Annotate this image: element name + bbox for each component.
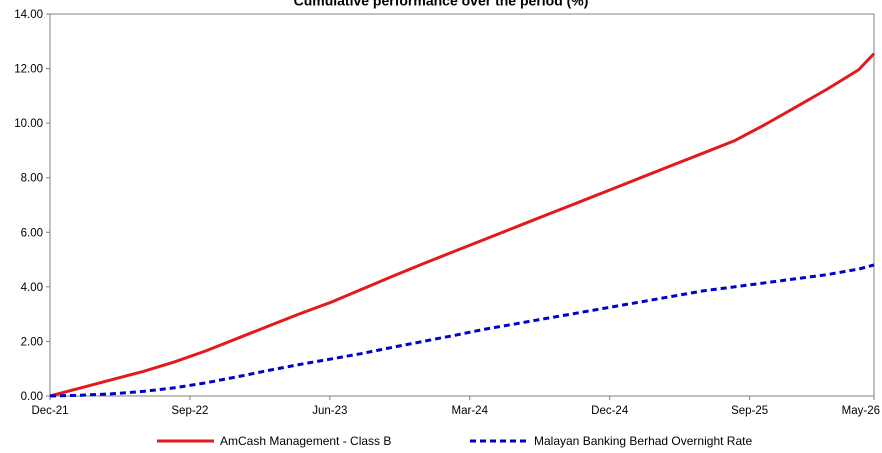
- y-tick-label: 2.00: [21, 336, 43, 348]
- plot-area-frame: [49, 13, 875, 397]
- y-tick-label: 12.00: [14, 64, 43, 76]
- series-line-1: [49, 263, 875, 398]
- y-tick-label: 4.00: [21, 282, 43, 294]
- y-tick-label: 10.00: [14, 118, 43, 130]
- x-axis: Dec-21 Sep-22 Jun-23 Mar-24 Dec-24 Sep-25 May-…: [31, 396, 880, 417]
- series-line-0: [49, 52, 876, 398]
- legend: AmCash Management - Class B Malayan Banki…: [157, 434, 752, 448]
- x-tick-label: Mar-24: [452, 405, 489, 417]
- x-tick-label: Sep-22: [171, 405, 208, 417]
- x-tick-label: Sep-25: [731, 405, 768, 417]
- legend-label-0: AmCash Management - Class B: [220, 434, 391, 448]
- series-lines: [49, 52, 876, 398]
- legend-label-1: Malayan Banking Berhad Overnight Rate: [534, 434, 752, 448]
- y-tick-label: 8.00: [21, 173, 43, 185]
- chart-title: Cumulative performance over the period (…: [294, 0, 589, 9]
- y-tick-label: 6.00: [21, 227, 43, 239]
- y-tick-label: 0.00: [21, 391, 43, 403]
- x-tick-label: Dec-24: [591, 405, 629, 417]
- x-tick-label: Dec-21: [31, 405, 68, 417]
- y-axis: 0.00 2.00 4.00 6.00 8.00 10.00 12.00 14.00: [14, 9, 50, 403]
- y-tick-label: 14.00: [14, 9, 43, 21]
- x-tick-label: May-26: [842, 405, 880, 417]
- x-tick-label: Jun-23: [312, 405, 347, 417]
